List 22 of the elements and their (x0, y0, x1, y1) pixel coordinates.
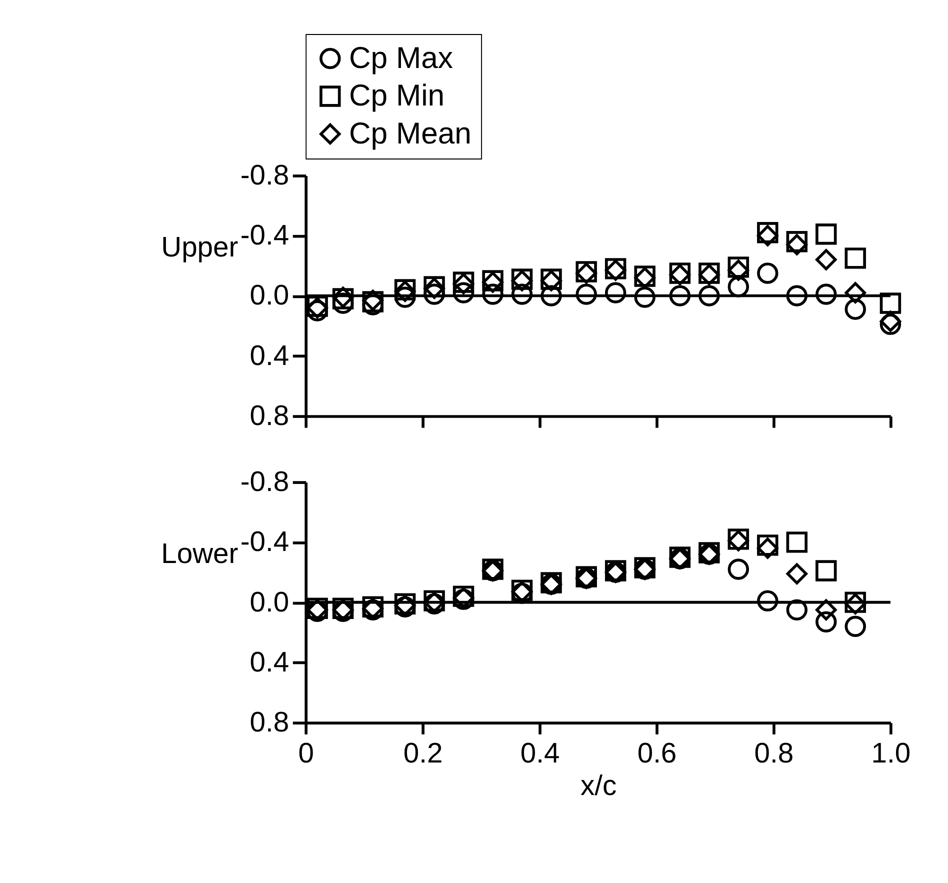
x-tick-label: 0.6 (637, 736, 677, 769)
y-tick-label: 0.4 (250, 338, 290, 371)
y-tick-label: -0.4 (240, 525, 290, 558)
y-tick-label: 0.0 (250, 585, 290, 618)
x-tick-label: 0.8 (754, 736, 794, 769)
y-tick-label: 0.8 (250, 706, 290, 738)
legend-label: Cp Max (349, 42, 453, 75)
y-tick-label: -0.8 (240, 465, 290, 498)
legend-label: Cp Min (349, 80, 445, 113)
y-axis-title: Upper (161, 230, 238, 263)
legend-label: Cp Mean (349, 117, 472, 150)
x-axis-title: x/c (580, 768, 617, 801)
y-tick-label: 0.8 (250, 398, 290, 431)
x-tick-label: 1.0 (871, 736, 911, 769)
y-tick-label: 0.4 (250, 645, 290, 678)
x-tick-label: 0 (298, 736, 314, 769)
y-tick-label: 0.0 (250, 278, 290, 311)
x-tick-label: 0.4 (520, 736, 560, 769)
y-tick-label: -0.8 (240, 158, 290, 190)
y-tick-label: -0.4 (240, 218, 290, 251)
y-axis-title: Lower (161, 537, 238, 570)
x-tick-label: 0.2 (403, 736, 443, 769)
